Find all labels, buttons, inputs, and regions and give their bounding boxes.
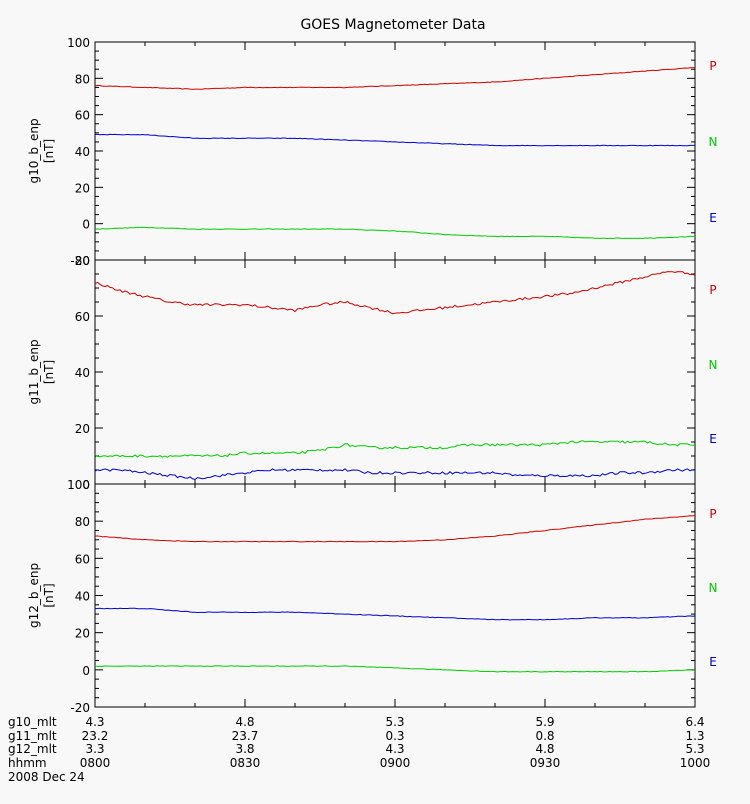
series-label-P: P bbox=[709, 507, 716, 521]
y-tick-label: 40 bbox=[75, 145, 90, 159]
y-tick-label: 80 bbox=[75, 515, 90, 529]
y-tick-label: 40 bbox=[75, 590, 90, 604]
series-line-N bbox=[94, 665, 696, 673]
series-label-P: P bbox=[709, 283, 716, 297]
series-line-E bbox=[95, 133, 696, 147]
series-line-E bbox=[94, 468, 696, 480]
x-row-label-g12_mlt: g12_mlt bbox=[8, 742, 57, 756]
y-tick-label: 60 bbox=[75, 552, 90, 566]
series-label-E: E bbox=[709, 432, 717, 446]
series-line-P bbox=[95, 515, 696, 543]
x-tick-label-g11_mlt: 0.3 bbox=[385, 729, 404, 743]
x-tick-label-hhmm: 0800 bbox=[80, 756, 111, 770]
y-axis-title: g10_b_enp bbox=[27, 118, 41, 183]
x-tick-label-g12_mlt: 4.8 bbox=[535, 742, 554, 756]
x-tick-label-g10_mlt: 4.8 bbox=[235, 715, 254, 729]
series-label-P: P bbox=[709, 59, 716, 73]
x-tick-label-g12_mlt: 5.3 bbox=[685, 742, 704, 756]
x-tick-label-g12_mlt: 4.3 bbox=[385, 742, 404, 756]
y-tick-label: 100 bbox=[67, 36, 90, 50]
x-row-label-g10_mlt: g10_mlt bbox=[8, 715, 57, 729]
date-label: 2008 Dec 24 bbox=[8, 770, 85, 784]
x-tick-label-g10_mlt: 5.9 bbox=[535, 715, 554, 729]
x-tick-label-g11_mlt: 23.2 bbox=[82, 729, 109, 743]
panel-g12: -20 0 20 40 60 80 100 g12_b_enp [nT] P N E bbox=[27, 478, 717, 715]
series-label-E: E bbox=[709, 211, 717, 225]
y-tick-label: 40 bbox=[75, 366, 90, 380]
y-tick-label: -20 bbox=[70, 701, 90, 715]
x-tick-label-g10_mlt: 5.3 bbox=[385, 715, 404, 729]
x-row-label-g11_mlt: g11_mlt bbox=[8, 729, 57, 743]
panel-frame bbox=[94, 41, 696, 261]
x-tick-label-g12_mlt: 3.3 bbox=[85, 742, 104, 756]
y-tick-label: 0 bbox=[82, 664, 90, 678]
series-line-P bbox=[94, 67, 695, 90]
y-tick-label: 20 bbox=[75, 422, 90, 436]
series-line-N bbox=[94, 440, 696, 458]
y-tick-label: 60 bbox=[75, 109, 90, 123]
y-tick-label: 100 bbox=[67, 478, 90, 492]
series-line-N bbox=[94, 226, 696, 240]
y-tick-label: 80 bbox=[75, 254, 90, 268]
panel-g10: -20 0 20 40 60 80 100 g10_b_enp [nT] P N E bbox=[27, 36, 717, 268]
series-line-E bbox=[94, 607, 696, 621]
y-tick-label: 80 bbox=[75, 72, 90, 86]
y-axis-unit: [nT] bbox=[42, 583, 56, 607]
panel-g11: 0 20 40 60 80 g11_b_enp [nT] P N E bbox=[27, 254, 717, 492]
series-label-N: N bbox=[709, 358, 718, 372]
series-line-P bbox=[94, 271, 696, 315]
x-tick-label-hhmm: 1000 bbox=[680, 756, 711, 770]
x-tick-label-hhmm: 0900 bbox=[380, 756, 411, 770]
x-row-label-hhmm: hhmm bbox=[8, 756, 47, 770]
panel-frame bbox=[94, 259, 696, 485]
panel-frame bbox=[94, 483, 696, 708]
y-tick-label: 0 bbox=[82, 218, 90, 232]
y-tick-label: 20 bbox=[75, 627, 90, 641]
chart-title: GOES Magnetometer Data bbox=[300, 17, 485, 33]
y-axis-title: g11_b_enp bbox=[27, 339, 41, 404]
y-axis-unit: [nT] bbox=[42, 139, 56, 163]
series-label-N: N bbox=[709, 135, 718, 149]
x-tick-label-g11_mlt: 0.8 bbox=[535, 729, 554, 743]
x-tick-label-g12_mlt: 3.8 bbox=[235, 742, 254, 756]
x-tick-label-g10_mlt: 6.4 bbox=[685, 715, 704, 729]
series-label-E: E bbox=[709, 655, 717, 669]
y-axis-title: g12_b_enp bbox=[27, 563, 41, 628]
y-tick-label: 0 bbox=[82, 478, 90, 492]
y-tick-label: 20 bbox=[75, 181, 90, 195]
series-label-N: N bbox=[709, 581, 718, 595]
x-tick-label-g11_mlt: 23.7 bbox=[232, 729, 259, 743]
x-tick-label-hhmm: 0830 bbox=[230, 756, 261, 770]
y-tick-label: -20 bbox=[70, 254, 90, 268]
y-tick-label: 60 bbox=[75, 310, 90, 324]
x-tick-label-g11_mlt: 1.3 bbox=[685, 729, 704, 743]
x-tick-label-hhmm: 0930 bbox=[530, 756, 561, 770]
x-axis-labels: g10_mlt 4.3 4.8 5.3 5.9 6.4 g11_mlt 23.2 23.7 0.3… bbox=[8, 715, 710, 784]
x-tick-label-g10_mlt: 4.3 bbox=[85, 715, 104, 729]
y-axis-unit: [nT] bbox=[42, 360, 56, 384]
